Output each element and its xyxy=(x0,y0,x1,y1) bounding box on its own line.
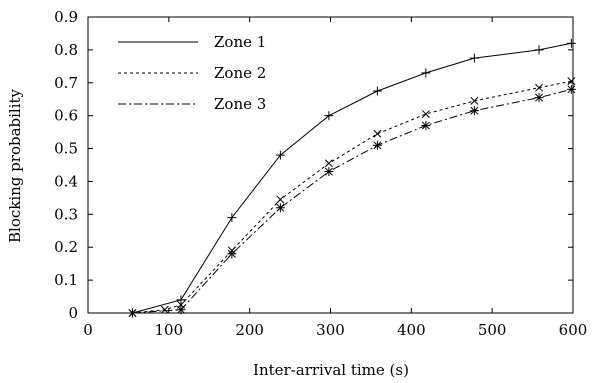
y-tick-label: 0.7 xyxy=(54,74,78,92)
x-tick-label: 600 xyxy=(559,321,588,339)
data-point-star xyxy=(534,93,544,103)
legend-label-1: Zone 1 xyxy=(214,33,266,51)
data-point-cross xyxy=(567,77,576,86)
y-tick-label: 0.9 xyxy=(54,8,78,26)
y-tick-label: 0.6 xyxy=(54,107,78,125)
y-tick-label: 0.2 xyxy=(54,238,78,256)
y-axis-label: Blocking probability xyxy=(6,88,24,243)
data-point-plus xyxy=(534,45,544,55)
x-axis-label: Inter-arrival time (s) xyxy=(253,361,409,379)
data-point-cross xyxy=(535,83,544,92)
data-point-plus xyxy=(372,86,382,96)
legend: Zone 1 Zone 2 Zone 3 xyxy=(118,33,266,113)
data-point-plus xyxy=(566,38,576,48)
data-point-star xyxy=(227,249,237,259)
data-point-star xyxy=(127,308,137,318)
series-line-3 xyxy=(132,88,572,314)
y-tick-label: 0.5 xyxy=(54,140,78,158)
y-axis-ticks: 0 0.1 0.2 0.3 0.4 0.5 0.6 0.7 0.8 0.9 xyxy=(54,8,573,322)
data-point-star xyxy=(324,167,334,177)
data-point-star xyxy=(469,106,479,116)
series-line-1 xyxy=(132,42,572,314)
y-tick-label: 0.8 xyxy=(54,41,78,59)
data-point-plus xyxy=(227,213,237,223)
data-point-cross xyxy=(421,110,430,118)
x-tick-label: 0 xyxy=(83,321,93,339)
data-point-cross xyxy=(324,159,333,168)
y-tick-label: 0 xyxy=(68,304,78,322)
data-point-plus xyxy=(176,295,186,305)
x-axis-ticks: 0 100 200 300 400 500 600 xyxy=(83,17,587,339)
data-point-cross xyxy=(470,96,479,105)
series-line-2 xyxy=(132,80,572,314)
data-point-star xyxy=(176,305,186,315)
data-point-cross xyxy=(276,195,285,204)
x-tick-label: 400 xyxy=(397,321,426,339)
data-point-plus xyxy=(421,68,431,78)
x-tick-label: 100 xyxy=(155,321,184,339)
data-point-cross xyxy=(160,305,169,314)
legend-label-3: Zone 3 xyxy=(214,95,266,113)
data-point-star xyxy=(275,203,285,213)
data-point-star xyxy=(566,84,576,94)
data-point-star xyxy=(372,140,382,150)
x-tick-label: 200 xyxy=(235,321,264,339)
y-tick-label: 0.1 xyxy=(54,271,78,289)
series-lines xyxy=(127,38,576,318)
data-point-plus xyxy=(469,53,479,63)
y-tick-label: 0.4 xyxy=(54,172,78,190)
data-point-plus xyxy=(275,150,285,160)
x-tick-label: 500 xyxy=(478,321,507,339)
legend-label-2: Zone 2 xyxy=(214,64,266,82)
data-point-plus xyxy=(324,111,334,121)
y-tick-label: 0.3 xyxy=(54,205,78,223)
data-point-cross xyxy=(373,129,382,138)
data-point-star xyxy=(421,121,431,131)
x-tick-label: 300 xyxy=(316,321,345,339)
